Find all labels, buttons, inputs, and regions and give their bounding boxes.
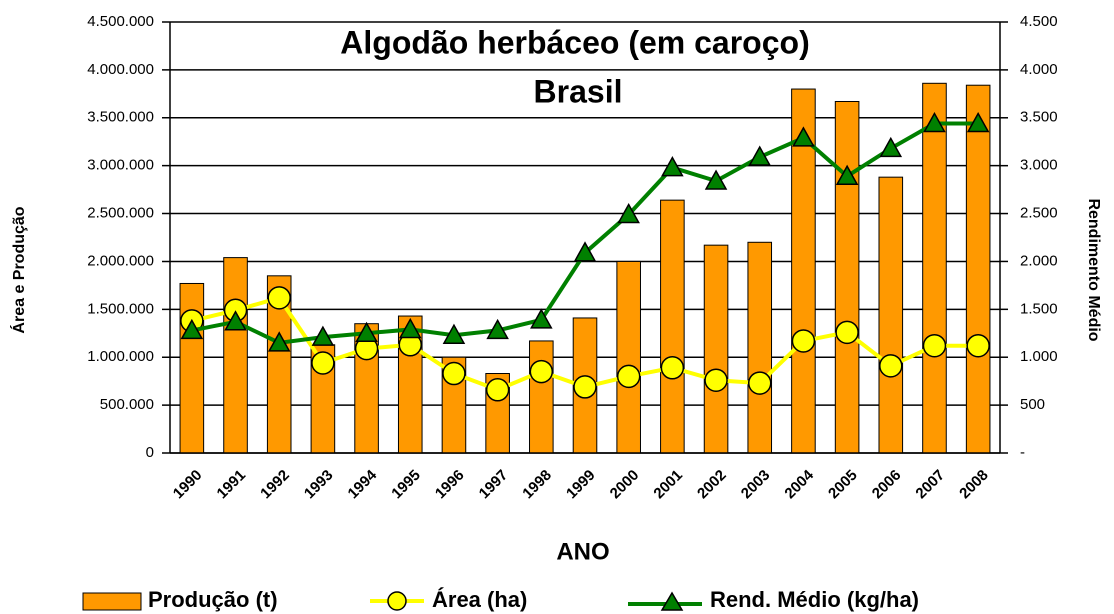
point	[486, 318, 509, 340]
chart-subtitle: Brasil	[534, 73, 623, 109]
x-tick-label: 2004	[781, 466, 817, 502]
y2-tick-label: 4.500	[1020, 13, 1058, 30]
point	[879, 354, 903, 378]
x-tick-label: 2000	[607, 467, 643, 503]
point	[966, 333, 990, 358]
y-tick-label: 3.500.000	[87, 109, 154, 126]
x-tick-label: 2001	[650, 467, 686, 503]
x-tick-label: 1991	[214, 467, 250, 503]
x-tick-label: 1997	[476, 467, 512, 503]
point	[485, 378, 510, 402]
point	[791, 329, 816, 353]
point	[530, 308, 553, 329]
point	[311, 351, 335, 375]
x-tick-label: 1999	[563, 467, 599, 503]
bar	[747, 241, 773, 454]
point	[792, 126, 815, 147]
y2-tick-label: 1.000	[1020, 348, 1058, 365]
y-tick-label: 1.000.000	[87, 348, 154, 365]
legend-swatch	[660, 591, 684, 611]
bar	[834, 100, 860, 454]
point	[835, 164, 859, 185]
legend-swatch	[387, 591, 407, 611]
bar	[529, 340, 554, 454]
bar	[703, 244, 729, 454]
x-tick-label: 1990	[170, 467, 206, 503]
bar	[179, 282, 205, 454]
point	[616, 364, 641, 389]
point	[704, 368, 728, 392]
y2-tick-label: -	[1020, 444, 1025, 461]
y-tick-label: 4.500.000	[87, 13, 154, 30]
x-tick-label: 1995	[388, 467, 424, 503]
bar	[660, 199, 685, 454]
chart-title: Algodão herbáceo (em caroço)	[340, 24, 809, 60]
y2-tick-label: 1.500	[1020, 300, 1058, 317]
x-tick-label: 2003	[738, 467, 774, 503]
x-tick-label: 1998	[519, 467, 555, 503]
x-tick-label: 2006	[869, 467, 905, 503]
y-tick-label: 3.000.000	[87, 157, 154, 174]
point	[923, 111, 946, 133]
point	[748, 145, 772, 166]
point	[442, 323, 466, 344]
y-tick-label: 0	[146, 444, 154, 461]
y-axis-label: Área e Produção	[9, 206, 28, 333]
point	[267, 331, 291, 352]
x-tick-label: 2007	[912, 467, 948, 503]
point	[922, 333, 947, 358]
y2-axis-label: Rendimento Médio	[1085, 198, 1102, 341]
x-axis-label: ANO	[556, 538, 609, 565]
point	[966, 111, 990, 133]
point	[573, 241, 597, 262]
y-tick-label: 2.000.000	[87, 252, 154, 269]
point	[442, 361, 466, 386]
point	[529, 359, 554, 384]
y-tick-label: 2.500.000	[87, 205, 154, 222]
y2-tick-label: 4.000	[1020, 61, 1058, 78]
legend-label: Rend. Médio (kg/ha)	[710, 587, 919, 612]
y2-tick-label: 2.500	[1020, 205, 1058, 222]
x-tick-label: 1996	[432, 467, 468, 503]
x-tick-label: 2008	[956, 467, 992, 503]
y-tick-label: 500.000	[100, 396, 154, 413]
x-tick-label: 2005	[825, 467, 861, 503]
y2-tick-label: 3.000	[1020, 157, 1058, 174]
legend-swatch	[82, 592, 142, 611]
y-tick-label: 1.500.000	[87, 300, 154, 317]
y-tick-label: 4.000.000	[87, 61, 154, 78]
bar	[922, 82, 947, 454]
legend-label: Área (ha)	[432, 587, 527, 612]
legend-label: Produção (t)	[148, 587, 278, 612]
point	[355, 321, 378, 343]
point	[573, 375, 597, 399]
point	[224, 310, 247, 331]
x-tick-label: 2002	[694, 467, 730, 503]
bar	[965, 84, 991, 454]
y2-tick-label: 500	[1020, 396, 1045, 413]
bar	[878, 176, 904, 454]
y2-tick-label: 3.500	[1020, 109, 1058, 126]
bar	[616, 260, 641, 454]
point	[747, 371, 772, 395]
point	[398, 317, 422, 339]
point	[660, 356, 685, 380]
point	[180, 318, 204, 340]
point	[835, 320, 859, 345]
point	[617, 202, 640, 224]
point	[661, 156, 684, 177]
point	[311, 325, 335, 346]
x-tick-label: 1993	[301, 467, 337, 503]
x-tick-label: 1992	[257, 467, 293, 503]
point	[704, 169, 728, 190]
x-tick-label: 1994	[345, 466, 381, 502]
y2-tick-label: 2.000	[1020, 252, 1058, 269]
bar	[223, 257, 248, 454]
point	[267, 286, 291, 310]
point	[879, 136, 903, 158]
